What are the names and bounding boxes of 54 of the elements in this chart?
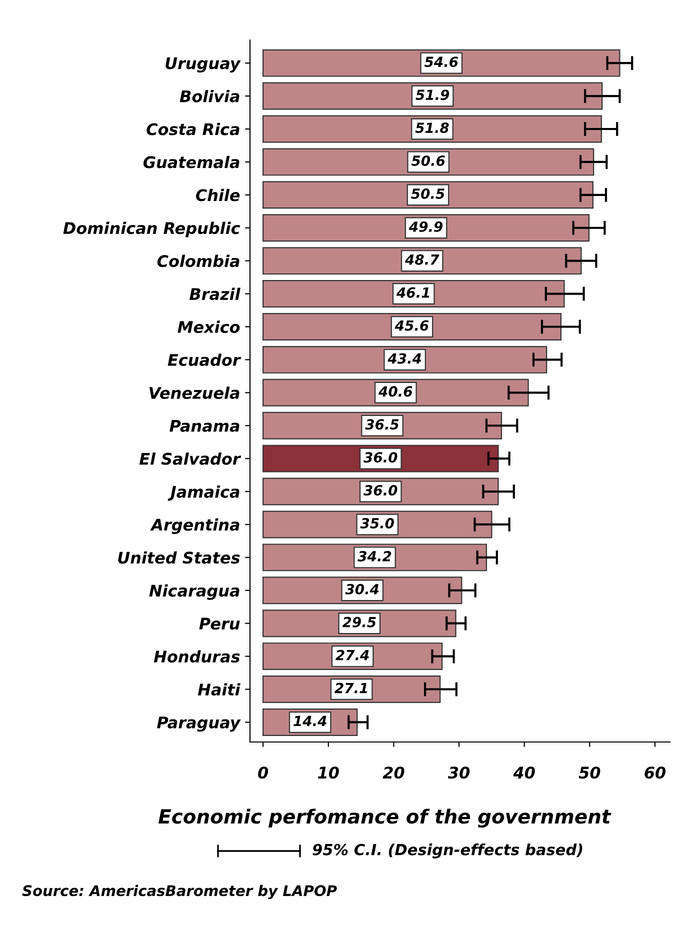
data-label: 50.6 — [411, 155, 445, 166]
data-label: 51.9 — [416, 90, 450, 100]
data-label: 36.5 — [365, 419, 399, 430]
bar — [262, 49, 620, 77]
y-tick-label: Honduras — [154, 650, 240, 663]
y-tick-label: Peru — [199, 618, 240, 630]
y-tick-label: Mexico — [178, 320, 240, 334]
y-tick-label: Venezuela — [150, 386, 240, 399]
x-tick-label: 0 — [258, 766, 268, 779]
y-tick-label: Bolivia — [180, 90, 240, 102]
data-label: 51.8 — [415, 122, 449, 134]
data-label: 29.5 — [342, 616, 376, 628]
x-axis-title: Economic perfomance of the government — [158, 808, 612, 828]
y-tick-label: Paraguay — [156, 716, 241, 732]
data-label: 35.0 — [360, 518, 394, 529]
data-label: 40.6 — [378, 386, 412, 397]
data-label: 46.1 — [396, 287, 430, 298]
data-label: 30.4 — [345, 584, 379, 594]
y-tick-label: Ecuador — [168, 354, 242, 366]
bar — [262, 82, 603, 110]
x-tick-label: 40 — [513, 766, 535, 779]
data-label: 27.1 — [334, 682, 368, 694]
y-tick-label: El Salvador — [139, 452, 242, 465]
y-tick-label: Nicaragua — [149, 584, 240, 600]
data-label: 34.2 — [358, 550, 392, 562]
data-label: 45.6 — [394, 320, 429, 331]
data-label: 49.9 — [408, 221, 443, 232]
x-tick-label: 10 — [318, 766, 339, 779]
y-tick-label: Dominican Republic — [63, 222, 240, 238]
y-tick-label: Uruguay — [166, 57, 241, 73]
data-label: 27.4 — [336, 650, 369, 660]
y-tick-label: United States — [118, 551, 240, 564]
x-tick-label: 20 — [382, 766, 404, 779]
y-tick-label: Argentina — [150, 518, 240, 534]
source-note: Source: AmericasBarometer by LAPOP — [22, 884, 337, 900]
data-label: 36.0 — [364, 485, 398, 496]
text: 95% C.I. (Design-effects based) — [312, 844, 582, 858]
x-tick-label: 30 — [448, 766, 470, 779]
y-tick-label: Chile — [196, 188, 240, 202]
data-label: 43.4 — [388, 353, 422, 364]
x-tick-label: 50 — [578, 766, 600, 779]
y-tick-label: Guatemala — [143, 156, 240, 168]
data-label: 54.6 — [424, 56, 458, 68]
data-label: 48.7 — [404, 254, 440, 265]
y-tick-label: Haiti — [198, 683, 240, 696]
x-tick-label: 60 — [644, 766, 666, 779]
data-label: 50.5 — [411, 188, 444, 199]
y-tick-label: Colombia — [157, 254, 240, 268]
y-tick-label: Brazil — [190, 288, 240, 300]
data-label: 36.0 — [364, 452, 398, 463]
y-tick-label: Costa Rica — [146, 122, 240, 136]
y-tick-label: Jamaica — [168, 485, 240, 501]
y-tick-label: Panama — [170, 420, 240, 432]
data-label: 14.4 — [294, 716, 326, 726]
